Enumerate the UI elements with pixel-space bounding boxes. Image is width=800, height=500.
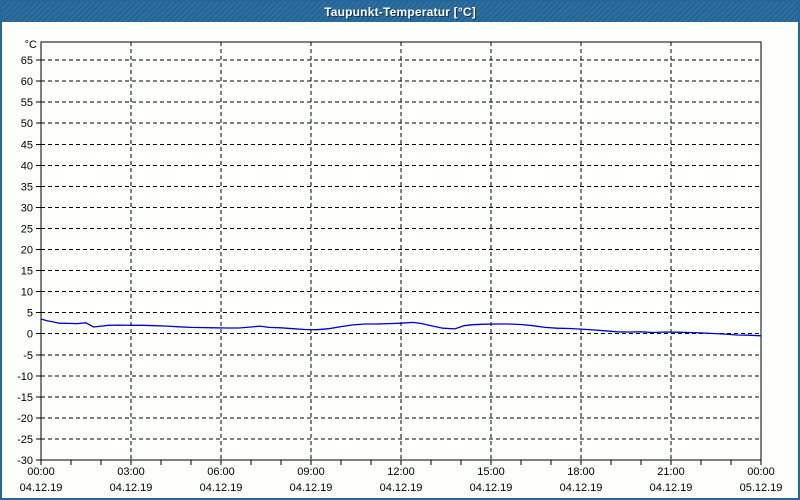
x-date-label: 04.12.19 [20,482,63,494]
window-title: Taupunkt-Temperatur [°C] [324,5,476,19]
data-line [40,318,762,337]
x-date-label: 04.12.19 [650,482,693,494]
y-axis-unit-label: °C [25,39,37,51]
x-time-label: 03:00 [117,466,145,478]
x-date-label: 05.12.19 [740,482,783,494]
y-tick-label: 20 [21,245,33,257]
y-tick-label: 50 [21,118,33,130]
y-tick-label: 45 [21,139,33,151]
y-tick-label: 5 [27,308,33,320]
x-date-label: 04.12.19 [470,482,513,494]
x-date-label: 04.12.19 [290,482,333,494]
y-tick-label: 10 [21,287,33,299]
y-tick-label: 15 [21,266,33,278]
y-tick-label: 25 [21,223,33,235]
chart: °C -30 -25 -20 -15 -10 -5 0 5 10 15 20 25 30 35 40 45 50 5… [2,22,798,498]
x-time-label: 18:00 [567,466,595,478]
y-tick-label: 35 [21,181,33,193]
x-time-label: 00:00 [27,466,55,478]
y-tick-label: 30 [21,202,33,214]
y-tick-label: -5 [23,350,33,362]
plot-frame [40,41,762,461]
x-time-label: 06:00 [207,466,235,478]
x-time-label: 15:00 [477,466,505,478]
y-tick-label: 55 [21,97,33,109]
x-time-label: 12:00 [387,466,415,478]
x-time-label: 09:00 [297,466,325,478]
chart-svg: °C -30 -25 -20 -15 -10 -5 0 5 10 15 20 25 30 35 40 45 50 5… [17,39,783,494]
y-tick-label: -20 [17,413,33,425]
y-tick-label: -10 [17,371,33,383]
y-tick-label: 0 [27,329,33,341]
x-date-label: 04.12.19 [110,482,153,494]
title-bar[interactable]: Taupunkt-Temperatur [°C] [2,2,798,22]
y-tick-label: -30 [17,455,33,467]
y-tick-label: -15 [17,392,33,404]
y-tick-label: 65 [21,55,33,67]
x-date-label: 04.12.19 [380,482,423,494]
x-date-label: 04.12.19 [560,482,603,494]
y-tick-label: 60 [21,76,33,88]
x-date-label: 04.12.19 [200,482,243,494]
x-time-label: 21:00 [657,466,685,478]
y-tick-label: 40 [21,160,33,172]
y-tick-label: -25 [17,434,33,446]
x-time-label: 00:00 [747,466,775,478]
